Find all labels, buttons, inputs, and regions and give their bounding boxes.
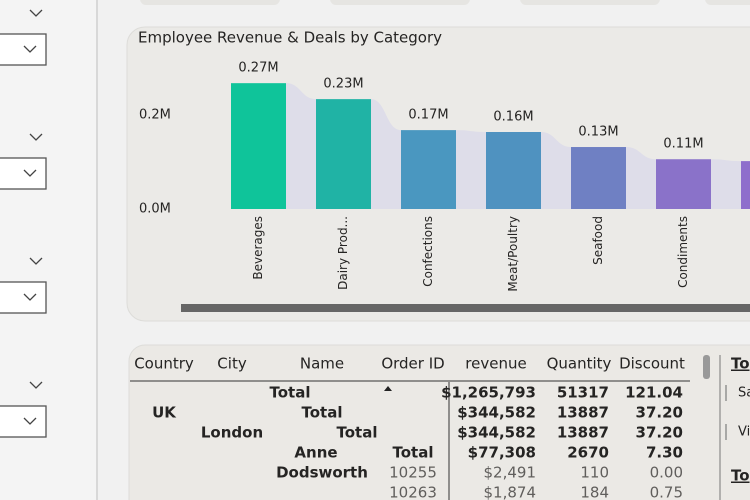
cell: 184 (580, 484, 609, 500)
cell: 37.20 (636, 424, 683, 442)
cell: 2670 (567, 444, 609, 462)
dropdown[interactable] (0, 405, 47, 438)
cell: 13887 (557, 424, 609, 442)
row-header: UK (152, 404, 177, 422)
cell: $344,582 (457, 404, 536, 422)
chevron[interactable] (29, 381, 43, 389)
dropdown-arrow (23, 45, 37, 53)
y-tick-label: 0.0M (139, 202, 171, 217)
cell: 0.75 (650, 484, 683, 500)
bar (486, 132, 541, 209)
row-header: Total (302, 404, 343, 422)
ribbon (541, 132, 571, 209)
sort-arrow[interactable] (384, 386, 392, 391)
cell: 13887 (557, 404, 609, 422)
column-header[interactable]: Order ID (381, 355, 444, 373)
table-card (128, 344, 750, 500)
row-header: 10263 (389, 484, 437, 500)
column-header[interactable]: Name (300, 355, 344, 373)
panel-heading: Top (731, 467, 750, 485)
data-label: 0.23M (323, 77, 363, 92)
bar (571, 147, 626, 209)
row-header: 10255 (389, 464, 437, 482)
card (330, 0, 470, 5)
row-header: Total (393, 444, 434, 462)
bar (401, 130, 456, 209)
dropdown[interactable] (0, 281, 47, 314)
ribbon (626, 147, 656, 209)
ribbon (286, 83, 316, 209)
cell: 51317 (557, 384, 609, 402)
panel-heading: Top (731, 355, 750, 373)
cell: 121.04 (625, 384, 683, 402)
cell: 7.30 (646, 444, 683, 462)
chart-title: Employee Revenue & Deals by Category (138, 29, 442, 47)
column-header[interactable]: City (217, 355, 247, 373)
dropdown[interactable] (0, 33, 47, 66)
chevron[interactable] (29, 9, 43, 17)
dropdown-arrow (23, 169, 37, 177)
card (140, 0, 280, 5)
card (520, 0, 660, 5)
chevron[interactable] (29, 133, 43, 141)
bar (231, 83, 286, 209)
row-header: London (201, 424, 263, 442)
dropdown-arrow (23, 417, 37, 425)
data-label: 0.16M (493, 110, 533, 125)
y-tick-label: 0.2M (139, 108, 171, 123)
row-header: Dodsworth (276, 464, 368, 482)
ribbon (371, 99, 401, 209)
cell: $77,308 (468, 444, 536, 462)
slicers (0, 9, 47, 438)
ribbon (711, 159, 741, 209)
column-header[interactable]: Quantity (547, 355, 612, 373)
dropdown[interactable] (0, 157, 47, 190)
cell: $344,582 (457, 424, 536, 442)
data-label: 0.17M (408, 108, 448, 123)
dropdown-arrow (23, 293, 37, 301)
column-header[interactable]: Country (134, 355, 194, 373)
chart: 0.0M 0.2M 0.27M Beverages 0.23M Dairy Prod...… (139, 61, 750, 292)
row-header: Total (270, 384, 311, 402)
cell: 37.20 (636, 404, 683, 422)
data-label: 0.27M (238, 61, 278, 76)
bar (656, 159, 711, 209)
x-tick-label: Seafood (591, 216, 605, 265)
x-tick-label: Confections (421, 216, 435, 287)
panel-item[interactable]: Sa (738, 386, 750, 401)
data-label: 0.13M (578, 125, 618, 140)
chevron[interactable] (29, 257, 43, 265)
ribbon (456, 130, 486, 209)
cell: 110 (580, 464, 609, 482)
x-tick-label: Dairy Prod... (336, 216, 350, 290)
cell: $1,265,793 (441, 384, 536, 402)
column-header[interactable]: revenue (465, 355, 526, 373)
v-scrollbar[interactable] (703, 355, 710, 379)
bar (316, 99, 371, 209)
panel-item[interactable]: Vi (738, 425, 750, 440)
card (705, 0, 750, 5)
data-label: 0.11M (663, 137, 703, 152)
x-tick-label: Condiments (676, 216, 690, 288)
top-cards (140, 0, 750, 5)
cell: $1,874 (484, 484, 537, 500)
h-scrollbar[interactable] (181, 304, 750, 312)
x-tick-label: Meat/Poultry (506, 216, 520, 292)
row-header: Total (337, 424, 378, 442)
bar (741, 161, 750, 209)
table: Country City Name Order ID revenue Quantity Di… (134, 355, 685, 500)
x-tick-label: Beverages (251, 216, 265, 280)
cell: 0.00 (650, 464, 683, 482)
row-header: Anne (294, 444, 337, 462)
column-header[interactable]: Discount (619, 355, 685, 373)
cell: $2,491 (484, 464, 537, 482)
